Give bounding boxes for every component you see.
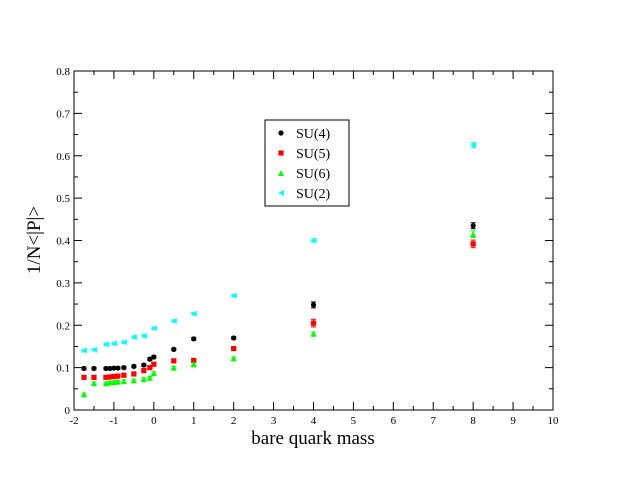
su5-point (131, 371, 137, 377)
x-tick-label: 2 (231, 415, 237, 427)
su5-point (151, 361, 157, 367)
y-tick-label: 0.3 (56, 278, 70, 290)
su2-point (80, 347, 87, 354)
su2-point (150, 325, 157, 332)
su6-point (190, 361, 197, 368)
su2-point (130, 334, 137, 341)
legend-label-su6: SU(6) (296, 167, 331, 182)
su2-point (140, 332, 147, 339)
y-axis-label: 1/N<|P|> (24, 206, 45, 274)
su4-point (171, 346, 177, 353)
legend-marker-su5 (278, 150, 284, 156)
y-tick-label: 0.4 (56, 236, 70, 248)
x-tick-label: 4 (311, 415, 317, 427)
su6-point (310, 330, 317, 337)
su5-point (171, 358, 177, 364)
su6-point (140, 376, 147, 383)
su4-point (191, 336, 197, 342)
su5-point (91, 374, 97, 380)
su4-point (107, 365, 113, 372)
y-tick-label: 0 (65, 405, 71, 417)
su4-point (470, 223, 476, 229)
su6-point (470, 231, 477, 238)
su4-point (91, 365, 97, 372)
legend-marker-su6 (278, 170, 284, 176)
points-layer (80, 142, 477, 398)
y-tick-label: 0.6 (56, 151, 70, 163)
su5-point (81, 374, 87, 380)
x-tick-label: 9 (510, 415, 516, 427)
su4-point (231, 335, 237, 341)
x-tick-label: 5 (351, 415, 357, 427)
x-tick-label: 0 (151, 415, 157, 427)
su5-point (121, 372, 127, 378)
su5-point (115, 373, 121, 379)
legend-label-su4: SU(4) (296, 127, 331, 142)
su2-point (230, 292, 237, 299)
su5-point (147, 365, 153, 371)
x-tick-label: -2 (69, 415, 78, 427)
su6-point (90, 380, 97, 387)
su6-point (106, 379, 113, 386)
su2-point (110, 340, 117, 347)
su5-point (141, 367, 147, 374)
su5-point (103, 374, 109, 380)
y-tick-label: 0.1 (56, 363, 70, 375)
su6-point (230, 355, 237, 362)
y-tick-label: 0.2 (56, 320, 70, 332)
legend-marker-su4 (278, 130, 284, 136)
su4-point (111, 365, 117, 371)
su5-point (111, 373, 117, 380)
su4-point (147, 356, 153, 362)
su6-point (170, 364, 177, 371)
y-tick-label: 0.8 (56, 66, 70, 78)
su6-point (114, 378, 121, 385)
su5-point (107, 374, 113, 380)
su2-point (170, 318, 177, 325)
su5-point (470, 241, 476, 247)
su5-point (310, 320, 317, 326)
su5-point (231, 345, 237, 352)
su2-point (90, 346, 97, 353)
legend-label-su5: SU(5) (296, 147, 331, 162)
su4-point (115, 365, 121, 371)
su4-point (141, 362, 147, 368)
x-tick-label: -1 (109, 415, 118, 427)
su4-point (310, 302, 317, 308)
y-tick-label: 0.5 (56, 193, 70, 205)
plot-frame (73, 70, 554, 411)
su6-point (80, 391, 87, 398)
legend-label-su2: SU(2) (296, 187, 331, 202)
x-tick-label: 3 (271, 415, 277, 427)
su4-point (103, 365, 109, 372)
su5-point (191, 357, 197, 364)
y-tick-label: 0.7 (56, 108, 70, 120)
su6-point (120, 378, 127, 385)
su2-point (102, 341, 109, 348)
x-tick-label: 1 (191, 415, 197, 427)
ticks-layer: -2 -1 0 1 2 3 4 5 6 7 8 9 10 0 0.1 0.2 0.3 0.4 0.5 0.6 0.7 0.… (56, 66, 559, 427)
x-tick-label: 7 (431, 415, 437, 427)
su6-point (150, 370, 157, 377)
su4-point (131, 363, 137, 369)
su2-point (190, 310, 197, 317)
x-axis-label: bare quark mass (251, 428, 374, 449)
su2-point (310, 237, 317, 244)
su6-point (146, 374, 153, 381)
x-tick-label: 10 (548, 415, 560, 427)
legend: SU(4) SU(5) SU(6) SU(2) (264, 119, 350, 207)
x-tick-label: 6 (391, 415, 397, 427)
x-tick-label: 8 (470, 415, 476, 427)
su4-point (81, 365, 87, 372)
su2-point (120, 339, 127, 346)
legend-marker-su2 (278, 190, 284, 196)
su2-point (470, 142, 477, 149)
su6-point (110, 379, 117, 386)
su6-point (130, 377, 137, 384)
su4-point (121, 365, 127, 371)
su4-point (151, 354, 157, 360)
